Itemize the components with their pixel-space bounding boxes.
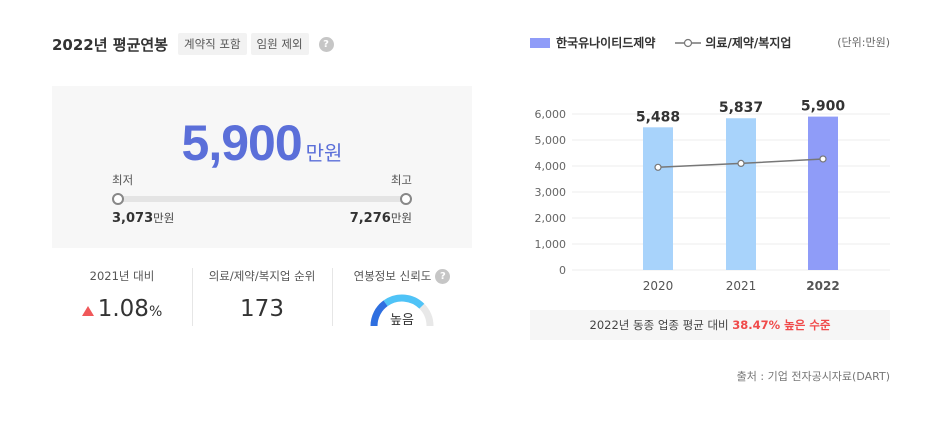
yoy-value-row: 1.08% (62, 296, 182, 322)
x-tick-label: 2022 (806, 279, 839, 293)
reliability-label: 연봉정보 신뢰도 (353, 269, 432, 283)
average-salary-panel: 5,900 만원 최저 최고 3,073만원 7,276만원 (52, 86, 472, 248)
industry-line (657, 158, 824, 169)
comparison-note-text: 2022년 동종 업종 평균 대비 (589, 318, 733, 332)
gauge-fill (383, 294, 425, 309)
average-salary-unit: 만원 (305, 141, 343, 165)
x-tick-label: 2021 (726, 279, 757, 293)
y-tick-label: 5,000 (535, 134, 567, 147)
comparison-note: 2022년 동종 업종 평균 대비 38.47% 높은 수준 (530, 310, 890, 340)
min-salary-value: 3,073 (112, 211, 154, 226)
max-salary-unit: 만원 (390, 211, 412, 225)
legend-industry: 의료/제약/복지업 (675, 34, 791, 51)
yoy-label: 2021년 대비 (89, 269, 155, 283)
salary-range-bar (116, 196, 406, 202)
max-marker (400, 193, 412, 205)
yoy-unit: % (148, 304, 163, 320)
legend-bar-swatch (530, 37, 550, 48)
stat-divider (332, 268, 333, 326)
bar (808, 116, 838, 270)
y-tick-label: 2,000 (535, 212, 567, 225)
tag-contract-included: 계약직 포함 (177, 33, 247, 55)
average-salary-value: 5,900 (181, 115, 303, 171)
min-marker (112, 193, 124, 205)
max-label: 최고 (390, 173, 412, 187)
x-tick-label: 2020 (643, 279, 674, 293)
reliability-label-row: 연봉정보 신뢰도 ? (340, 268, 464, 284)
reliability-value: 높음 (390, 313, 414, 328)
help-icon[interactable]: ? (435, 268, 451, 284)
gauge-fill-start (370, 300, 388, 327)
min-salary: 3,073만원 (112, 210, 174, 226)
rank-label: 의료/제약/복지업 순위 (208, 269, 316, 283)
industry-point (654, 163, 662, 171)
min-label: 최저 (112, 173, 134, 187)
rank-value: 173 (240, 296, 284, 322)
up-arrow-icon (81, 306, 94, 316)
bar (643, 127, 673, 270)
y-tick-label: 6,000 (535, 108, 567, 121)
help-icon[interactable]: ? (318, 36, 334, 52)
stat-divider (192, 268, 193, 326)
average-salary: 5,900 만원 (52, 114, 472, 172)
yoy-stat: 2021년 대비 1.08% (62, 268, 182, 322)
y-tick-label: 1,000 (535, 238, 567, 251)
legend-company-label: 한국유나이티드제약 (556, 36, 656, 50)
y-tick-label: 0 (559, 264, 566, 277)
legend-company: 한국유나이티드제약 (530, 34, 655, 51)
legend-industry-label: 의료/제약/복지업 (705, 36, 792, 50)
tag-executive-excluded: 임원 제외 (250, 33, 309, 55)
salary-header: 2022년 평균연봉 계약직 포함 임원 제외 ? (52, 32, 334, 56)
rank-stat: 의료/제약/복지업 순위 173 (196, 268, 328, 322)
reliability-gauge: 높음 (370, 294, 434, 328)
min-salary-unit: 만원 (153, 211, 175, 225)
industry-point (737, 159, 745, 167)
y-tick-label: 4,000 (535, 160, 567, 173)
data-source: 출처 : 기업 전자공시자료(DART) (736, 370, 890, 383)
yoy-value: 1.08 (97, 296, 149, 322)
bar (726, 118, 756, 270)
chart-legend: 한국유나이티드제약 의료/제약/복지업 (530, 34, 811, 51)
bar-data-label: 5,488 (636, 109, 680, 125)
bar-data-label: 5,900 (801, 99, 846, 115)
reliability-stat: 연봉정보 신뢰도 ? 높음 (340, 268, 464, 334)
max-salary: 7,276만원 (350, 210, 412, 226)
legend-line-swatch (675, 38, 702, 47)
max-salary-value: 7,276 (349, 211, 391, 226)
chart-unit: (단위:만원) (837, 36, 890, 49)
page-title: 2022년 평균연봉 (52, 35, 168, 54)
comparison-highlight: 38.47% 높은 수준 (732, 318, 831, 332)
industry-point (819, 155, 827, 163)
y-tick-label: 3,000 (535, 186, 567, 199)
bar-data-label: 5,837 (719, 100, 763, 116)
